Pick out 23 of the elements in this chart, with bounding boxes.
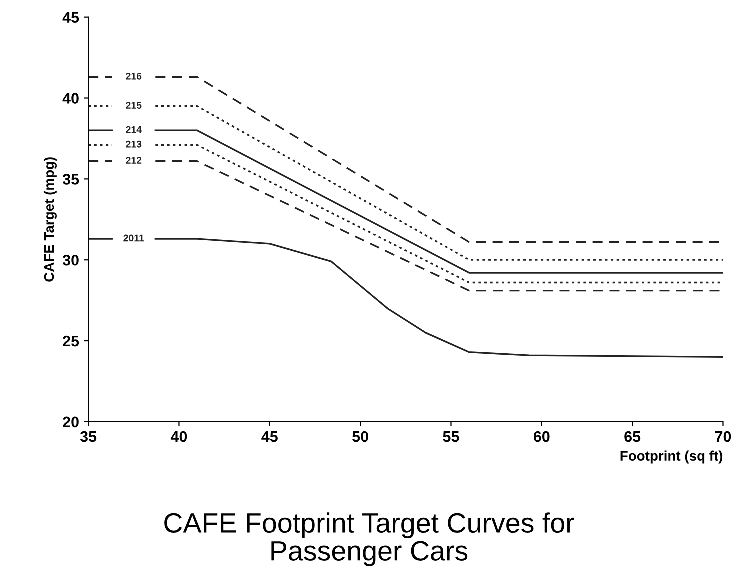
- series-label: 213: [126, 140, 142, 148]
- text: CAFE Footprint Target Curves for Passenger Cars: [164, 512, 574, 566]
- series-label: 2011: [124, 234, 144, 242]
- y-axis-title: CAFE Target (mpg): [44, 158, 57, 282]
- series-label: 216: [126, 72, 142, 80]
- series-label: 212: [126, 157, 142, 164]
- x-tick-label: 65: [624, 431, 641, 442]
- series-label: 215: [126, 102, 142, 109]
- x-tick-label: 45: [262, 432, 278, 442]
- series-label: 214: [126, 126, 142, 134]
- y-tick-label: 20: [63, 416, 79, 428]
- x-tick-label: 50: [352, 431, 368, 442]
- y-tick-label: 40: [62, 93, 79, 104]
- x-tick-label: 40: [170, 431, 188, 442]
- x-tick-label: 70: [715, 431, 732, 442]
- x-tick-label: 35: [80, 431, 97, 442]
- y-tick-label: 30: [62, 254, 79, 266]
- y-tick-label: 25: [63, 336, 80, 347]
- x-tick-label: 60: [534, 431, 550, 442]
- x-axis-title: Footprint (sq ft): [620, 450, 723, 464]
- y-tick-label: 35: [62, 174, 80, 185]
- x-tick-label: 55: [443, 432, 460, 442]
- y-tick-label: 45: [62, 12, 80, 24]
